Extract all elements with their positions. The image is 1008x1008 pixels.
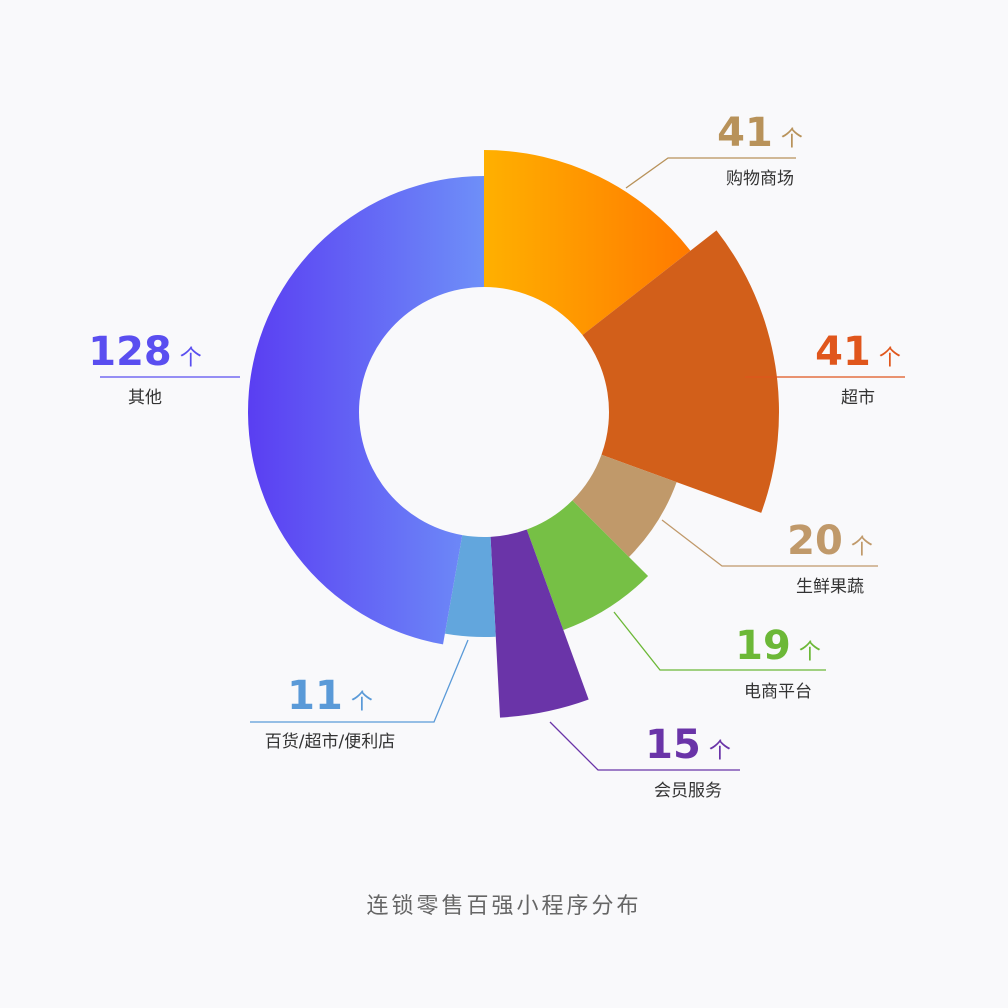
slice-1 bbox=[484, 150, 691, 336]
leader-lines-layer bbox=[100, 157, 905, 771]
leader-line-6 bbox=[250, 639, 469, 723]
category-label-3: 生鲜果蔬 bbox=[796, 577, 864, 597]
slice-3 bbox=[572, 454, 677, 557]
slice-5 bbox=[490, 529, 589, 718]
leader-line-3 bbox=[661, 519, 878, 567]
leader-line-5 bbox=[549, 721, 740, 771]
category-label-5: 会员服务 bbox=[654, 781, 722, 801]
category-label-2: 超市 bbox=[841, 388, 875, 408]
category-label-4: 电商平台 bbox=[744, 682, 812, 702]
leader-line-1 bbox=[625, 157, 796, 189]
leader-line-4 bbox=[613, 611, 826, 671]
value-label-2: 41 个 bbox=[815, 329, 901, 375]
value-label-1: 41 个 bbox=[717, 110, 803, 156]
slices-layer bbox=[248, 150, 779, 718]
category-label-6: 百货/超市/便利店 bbox=[265, 732, 395, 752]
value-label-7: 128 个 bbox=[88, 329, 202, 375]
value-label-3: 20 个 bbox=[787, 518, 873, 564]
chart-title: 连锁零售百强小程序分布 bbox=[366, 894, 642, 919]
slice-2 bbox=[582, 230, 779, 513]
value-label-6: 11 个 bbox=[287, 673, 373, 719]
value-label-5: 15 个 bbox=[645, 722, 731, 768]
category-label-1: 购物商场 bbox=[726, 169, 794, 189]
value-label-4: 19 个 bbox=[735, 623, 821, 669]
slice-7 bbox=[248, 176, 484, 645]
category-label-7: 其他 bbox=[128, 388, 162, 408]
slice-4 bbox=[526, 500, 649, 631]
slice-6 bbox=[444, 535, 496, 637]
